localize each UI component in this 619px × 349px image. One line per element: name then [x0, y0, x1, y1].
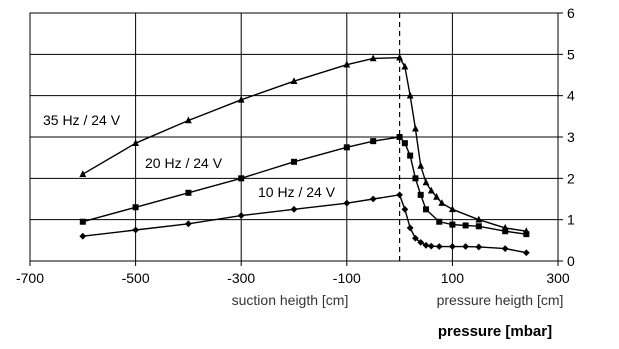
y-tick-label: 5	[567, 46, 575, 62]
series-1	[79, 134, 530, 238]
data-point-diamond	[79, 232, 87, 240]
data-point-square	[343, 144, 350, 151]
data-point-diamond	[449, 243, 456, 250]
series-label-35hz: 35 Hz / 24 V	[43, 112, 121, 128]
data-point-square	[407, 152, 414, 159]
data-point-square	[238, 175, 245, 182]
data-point-diamond	[401, 205, 409, 213]
data-point-triangle	[422, 178, 430, 186]
y-tick-label: 1	[567, 212, 575, 228]
data-point-triangle	[396, 53, 403, 61]
data-point-square	[449, 221, 456, 228]
y-tick-label: 6	[567, 5, 575, 21]
x-tick-label: -300	[227, 270, 255, 286]
series-0	[79, 53, 530, 235]
data-point-triangle	[79, 170, 87, 177]
data-point-triangle	[406, 91, 414, 99]
data-point-diamond	[132, 226, 139, 234]
data-point-triangle	[237, 95, 245, 103]
data-point-triangle	[449, 205, 456, 213]
data-point-square	[291, 158, 297, 165]
data-point-square	[370, 138, 377, 145]
data-point-square	[475, 223, 482, 230]
data-point-diamond	[422, 241, 430, 249]
data-point-diamond	[522, 249, 530, 257]
series-label-10hz: 10 Hz / 24 V	[258, 184, 336, 200]
series-line	[82, 56, 527, 232]
data-point-diamond	[417, 239, 425, 246]
data-point-triangle	[438, 199, 446, 206]
grid-lines	[30, 13, 558, 261]
axes	[29, 12, 563, 266]
data-point-triangle	[185, 116, 192, 124]
data-point-triangle	[433, 192, 440, 200]
x-tick-label: -500	[122, 270, 150, 286]
y-tick-label: 0	[567, 253, 575, 269]
data-point-square	[502, 228, 509, 235]
x-tick-label: 300	[546, 270, 570, 286]
data-point-diamond	[427, 242, 435, 250]
data-point-square	[462, 222, 469, 229]
data-point-triangle	[343, 60, 351, 68]
data-point-square	[423, 206, 429, 213]
data-point-diamond	[343, 199, 351, 207]
data-point-diamond	[369, 195, 377, 203]
data-point-triangle	[290, 77, 298, 84]
data-point-triangle	[132, 139, 139, 146]
data-point-diamond	[237, 212, 245, 219]
data-point-square	[132, 204, 139, 211]
data-point-square	[436, 218, 443, 225]
y-tick-label: 4	[567, 88, 575, 104]
data-point-diamond	[475, 243, 483, 251]
data-point-triangle	[369, 54, 377, 62]
data-point-square	[185, 189, 192, 196]
data-point-diamond	[435, 243, 443, 250]
x-tick-label: -100	[333, 270, 361, 286]
data-point-diamond	[501, 245, 509, 252]
data-point-square	[412, 175, 419, 182]
data-point-diamond	[290, 205, 298, 213]
data-point-triangle	[401, 62, 409, 70]
data-point-diamond	[185, 220, 192, 228]
data-point-square	[396, 134, 403, 140]
data-point-square	[401, 140, 408, 147]
data-point-diamond	[406, 224, 414, 232]
x-tick-label: 100	[441, 270, 465, 286]
y-tick-label: 2	[567, 170, 575, 186]
data-point-triangle	[475, 215, 483, 223]
x-tick-label: -700	[16, 270, 44, 286]
pressure-height-text: pressure heigth [cm]	[437, 292, 564, 308]
series-label-20hz: 20 Hz / 24 V	[145, 155, 223, 171]
data-point-square	[523, 231, 530, 238]
series-2	[79, 191, 530, 257]
x-axis-title: pressure [mbar]	[438, 323, 552, 340]
data-point-triangle	[412, 124, 419, 132]
data-point-diamond	[412, 234, 419, 242]
suction-height-text: suction heigth [cm]	[232, 292, 349, 308]
data-point-diamond	[396, 191, 403, 199]
y-tick-label: 3	[567, 129, 575, 145]
data-point-triangle	[427, 186, 435, 194]
data-point-square	[79, 218, 86, 225]
labels-layer: 0 1 2 3 4 5 6 -700 -500 -300 -100 100 300	[16, 5, 575, 286]
data-point-triangle	[417, 161, 425, 169]
data-point-diamond	[462, 243, 469, 250]
series-layer	[79, 53, 530, 257]
data-point-square	[417, 191, 424, 198]
